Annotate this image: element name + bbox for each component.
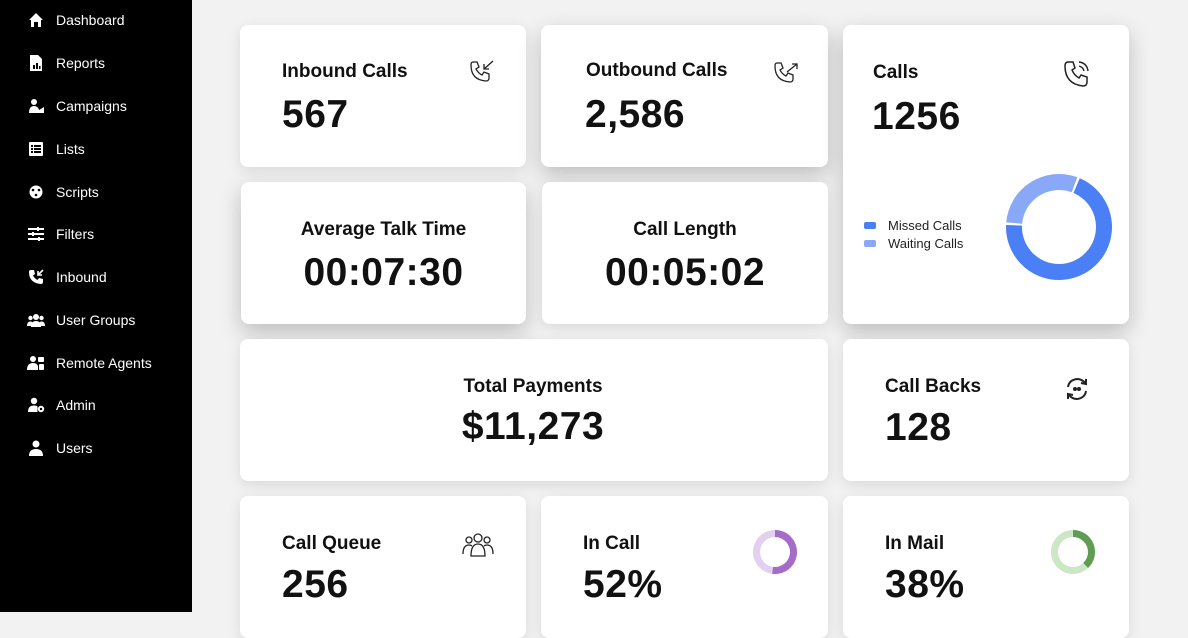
- sidebar-item-label: User Groups: [56, 312, 136, 328]
- campaign-icon: [27, 97, 45, 115]
- in-call-card[interactable]: In Call 52%: [541, 496, 828, 638]
- sidebar-item-label: Inbound: [56, 269, 107, 285]
- sidebar-item-label: Remote Agents: [56, 355, 152, 371]
- user-group-icon: [462, 531, 494, 562]
- in-call-progress-ring: [752, 530, 797, 574]
- card-value: 256: [282, 563, 349, 606]
- sidebar-item-filters[interactable]: Filters: [0, 217, 192, 251]
- sidebar-item-users[interactable]: Users: [0, 431, 192, 465]
- home-icon: [27, 11, 45, 29]
- sidebar-item-label: Scripts: [56, 184, 99, 200]
- calls-card[interactable]: Calls 1256 Missed Calls Waiting Calls: [843, 25, 1129, 324]
- card-title: Call Length: [633, 219, 737, 240]
- card-title: Call Queue: [282, 533, 382, 554]
- legend-swatch: [864, 222, 876, 229]
- card-title: Outbound Calls: [586, 60, 728, 81]
- call-queue-card[interactable]: Call Queue 256: [240, 496, 526, 638]
- card-value: 38%: [885, 563, 965, 606]
- donut-slice-waiting-calls: [1006, 174, 1078, 224]
- sidebar-item-label: Filters: [56, 226, 95, 242]
- total-payments-card[interactable]: Total Payments $11,273: [240, 339, 828, 481]
- sidebar-item-user-groups[interactable]: User Groups: [0, 303, 192, 337]
- card-title: Total Payments: [463, 376, 603, 397]
- sidebar-item-remote-agents[interactable]: Remote Agents: [0, 346, 192, 380]
- in-mail-card[interactable]: In Mail 38%: [843, 496, 1129, 638]
- call-length-card[interactable]: Call Length 00:05:02: [542, 182, 828, 324]
- sidebar-item-reports[interactable]: Reports: [0, 46, 192, 80]
- inbound-calls-card[interactable]: Inbound Calls 567: [240, 25, 526, 167]
- card-value: 1256: [872, 95, 961, 138]
- sidebar-item-admin[interactable]: Admin: [0, 388, 192, 422]
- average-talk-time-card[interactable]: Average Talk Time 00:07:30: [241, 182, 526, 324]
- ring-fill: [1073, 530, 1095, 569]
- sidebar-item-label: Reports: [56, 55, 106, 71]
- phone-icon: [27, 268, 45, 286]
- card-title: Average Talk Time: [300, 219, 467, 240]
- card-value: 00:07:30: [303, 251, 464, 294]
- legend-label: Waiting Calls: [888, 236, 964, 251]
- card-title: In Mail: [885, 533, 945, 554]
- legend-item-waiting-calls: Waiting Calls: [864, 236, 963, 251]
- legend-label: Missed Calls: [888, 218, 962, 233]
- card-value: 52%: [583, 563, 663, 606]
- card-title: Inbound Calls: [282, 61, 408, 82]
- phone-incoming-icon: [469, 60, 495, 89]
- legend-item-missed-calls: Missed Calls: [864, 218, 962, 233]
- remote-agent-icon: [27, 354, 45, 372]
- outbound-calls-card[interactable]: Outbound Calls 2,586: [541, 25, 828, 167]
- sidebar-item-lists[interactable]: Lists: [0, 132, 192, 166]
- admin-icon: [27, 396, 45, 414]
- user-group-icon: [27, 311, 45, 329]
- phone-icon: [1063, 60, 1091, 93]
- sidebar-item-label: Admin: [56, 397, 96, 413]
- donut-slice-missed-calls: [1006, 178, 1112, 280]
- in-mail-progress-ring: [1050, 530, 1095, 574]
- user-icon: [27, 439, 45, 457]
- report-icon: [27, 54, 45, 72]
- calls-donut-chart: [1006, 174, 1112, 280]
- script-icon: [27, 183, 45, 201]
- card-value: $11,273: [461, 405, 605, 448]
- card-title: Call Backs: [885, 376, 982, 397]
- list-icon: [27, 140, 45, 158]
- sidebar-item-label: Campaigns: [56, 98, 127, 114]
- legend-swatch: [864, 240, 876, 247]
- sidebar-item-label: Lists: [56, 141, 85, 157]
- sidebar-item-dashboard[interactable]: Dashboard: [0, 3, 192, 37]
- ring-fill: [772, 530, 797, 574]
- refresh-icon: [1063, 375, 1091, 408]
- sidebar-item-inbound[interactable]: Inbound: [0, 260, 192, 294]
- card-value: 128: [885, 406, 952, 449]
- phone-outgoing-icon: [773, 61, 801, 90]
- sidebar-item-label: Dashboard: [56, 12, 125, 28]
- card-value: 567: [282, 93, 349, 136]
- sidebar-item-campaigns[interactable]: Campaigns: [0, 89, 192, 123]
- card-title: Calls: [873, 62, 919, 83]
- call-backs-card[interactable]: Call Backs 128: [843, 339, 1129, 481]
- card-title: In Call: [583, 533, 641, 554]
- sidebar-item-label: Users: [56, 440, 93, 456]
- card-value: 00:05:02: [604, 251, 766, 294]
- filter-icon: [27, 225, 45, 243]
- sidebar-item-scripts[interactable]: Scripts: [0, 175, 192, 209]
- card-value: 2,586: [585, 93, 686, 136]
- sidebar: Dashboard Reports Campaigns Lists Script…: [0, 0, 192, 612]
